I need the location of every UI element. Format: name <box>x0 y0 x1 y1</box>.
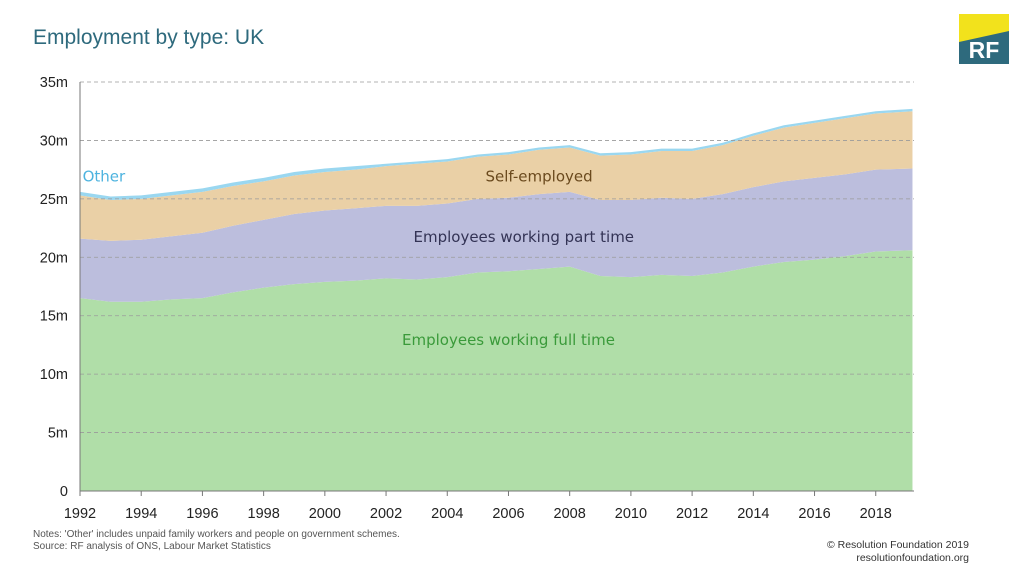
logo-accent <box>959 14 1009 42</box>
x-tick-label: 2002 <box>370 506 402 522</box>
y-tick-label: 5m <box>48 426 68 442</box>
chart-notes: Notes: 'Other' includes unpaid family wo… <box>33 529 400 553</box>
area-series-2 <box>80 111 913 241</box>
x-tick-label: 1994 <box>125 506 157 522</box>
x-tick-label: 2004 <box>431 506 463 522</box>
x-tick-label: 2000 <box>309 506 341 522</box>
x-tick-label: 2018 <box>860 506 892 522</box>
x-tick-label: 2008 <box>554 506 586 522</box>
area-label: Employees working part time <box>413 228 634 246</box>
x-tick-label: 2014 <box>737 506 769 522</box>
area-label: Other <box>83 167 126 185</box>
area-series-1 <box>80 168 913 302</box>
footer-credit: © Resolution Foundation 2019 resolutionf… <box>827 539 969 565</box>
y-tick-label: 20m <box>40 250 68 266</box>
x-tick-label: 1998 <box>248 506 280 522</box>
x-tick-label: 2010 <box>615 506 647 522</box>
y-tick-label: 25m <box>40 192 68 208</box>
area-label: Employees working full time <box>402 331 615 349</box>
chart-title: Employment by type: UK <box>33 26 265 49</box>
area-series-0 <box>80 250 913 491</box>
x-tick-label: 1996 <box>186 506 218 522</box>
y-tick-label: 0 <box>60 484 68 500</box>
website-link[interactable]: resolutionfoundation.org <box>856 552 969 564</box>
y-tick-label: 35m <box>40 75 68 91</box>
notes-line: Notes: 'Other' includes unpaid family wo… <box>33 529 400 540</box>
x-tick-label: 2012 <box>676 506 708 522</box>
resolution-foundation-logo: RF <box>959 14 1009 64</box>
logo-text: RF <box>969 37 1000 63</box>
y-tick-label: 30m <box>40 133 68 149</box>
area-label: Self-employed <box>486 167 593 185</box>
x-tick-label: 1992 <box>64 506 96 522</box>
copyright-text: © Resolution Foundation 2019 <box>826 539 969 551</box>
x-tick-label: 2006 <box>492 506 524 522</box>
y-tick-label: 10m <box>40 367 68 383</box>
y-tick-label: 15m <box>40 309 68 325</box>
area-series-3 <box>80 108 913 201</box>
x-tick-label: 2016 <box>798 506 830 522</box>
source-line: Source: RF analysis of ONS, Labour Marke… <box>33 541 271 552</box>
